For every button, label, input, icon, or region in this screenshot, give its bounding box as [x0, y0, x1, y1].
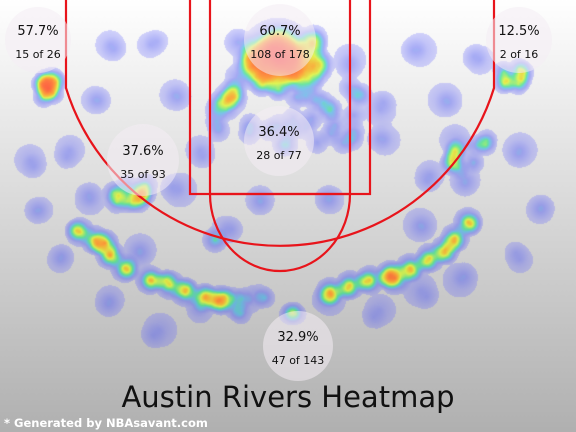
zone-percentage: 12.5%	[498, 24, 539, 39]
zone-bubble	[244, 4, 316, 76]
zone-paint-non-ra: 36.4% 28 of 77	[244, 106, 314, 176]
court-lines	[64, 0, 496, 273]
zone-above-break-3: 32.9% 47 of 143	[263, 311, 333, 381]
zone-bubble	[486, 7, 552, 73]
zone-made-attempts: 47 of 143	[272, 354, 325, 367]
zone-made-attempts: 108 of 178	[250, 48, 310, 61]
zone-made-attempts: 35 of 93	[120, 168, 166, 181]
generated-by-credit: * Generated by NBAsavant.com	[4, 416, 208, 430]
zone-made-attempts: 28 of 77	[256, 149, 302, 162]
zone-bubble	[263, 311, 333, 381]
zone-made-attempts: 2 of 16	[500, 48, 539, 61]
zone-bubble	[107, 124, 179, 196]
zone-bubble	[244, 106, 314, 176]
zone-right-corner-3: 12.5% 2 of 16	[486, 7, 552, 73]
zone-left-corner-3: 57.7% 15 of 26	[5, 7, 71, 73]
inner-paint-box	[208, 0, 352, 196]
zone-percentage: 36.4%	[258, 125, 299, 140]
chart-title: Austin Rivers Heatmap	[121, 380, 455, 414]
zone-left-midrange: 37.6% 35 of 93	[107, 124, 179, 196]
zone-bubble	[5, 7, 71, 73]
zone-made-attempts: 15 of 26	[15, 48, 61, 61]
zone-percentage: 37.6%	[122, 144, 163, 159]
zone-percentage: 57.7%	[17, 24, 58, 39]
free-throw-circle	[208, 193, 352, 273]
zone-restricted-area: 60.7% 108 of 178	[244, 4, 316, 76]
zone-percentage: 60.7%	[259, 24, 300, 39]
three-point-line	[64, 0, 496, 247]
zone-percentage: 32.9%	[277, 330, 318, 345]
zone-labels: 57.7% 15 of 26 60.7% 108 of 178 12.5% 2 of 16…	[5, 4, 552, 381]
